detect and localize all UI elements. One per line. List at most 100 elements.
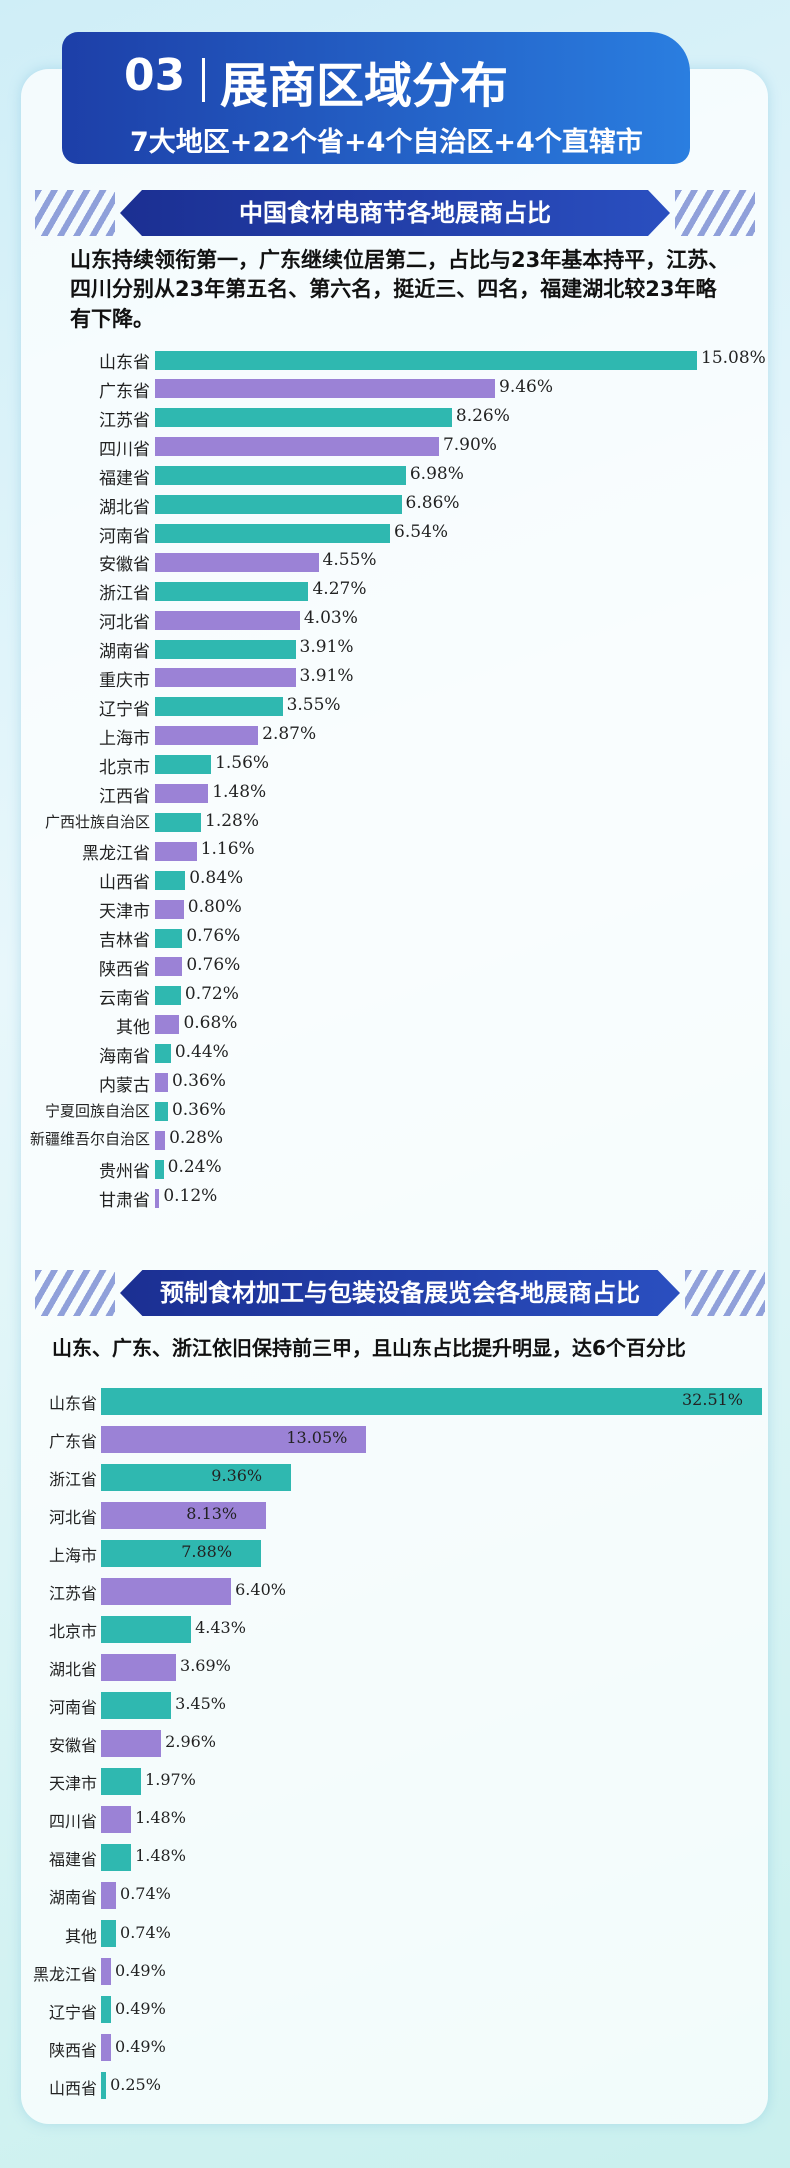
chart-title: 中国食材电商节各地展商占比 [120,190,670,236]
value-label: 3.45% [175,1694,226,1714]
y-tick-label: 山东省 [99,353,150,374]
y-tick-label: 湖北省 [99,497,150,518]
y-tick-label: 山西省 [48,2078,97,2098]
chart-subtitle: 山东、广东、浙江依旧保持前三甲，且山东占比提升明显，达6个百分比 [52,1336,686,1360]
value-label: 3.55% [286,694,341,715]
value-label: 6.86% [405,492,460,513]
value-label: 4.03% [303,608,358,629]
bar [155,841,197,861]
bar [101,1463,292,1491]
value-label: 0.80% [187,897,242,918]
bar [155,1101,168,1121]
bar [101,1920,117,1948]
y-tick-label: 新疆维吾尔自治区 [29,1130,150,1149]
bar [101,1425,367,1453]
bar [155,755,212,775]
y-tick-label: 福建省 [48,1850,97,1870]
decor [35,1270,115,1316]
bar [155,408,452,428]
y-tick-label: 宁夏回族自治区 [44,1101,150,1120]
bar [155,1015,180,1035]
bar [155,957,183,977]
decor [685,1270,765,1316]
value-label: 0.84% [189,868,244,889]
y-tick-label: 广西壮族自治区 [44,812,150,831]
value-label: 1.48% [135,1808,186,1828]
bar [155,466,406,486]
y-tick-label: 山西省 [99,873,150,894]
value-label: 0.49% [114,2036,166,2056]
y-tick-label: 北京市 [99,757,150,778]
bar [155,379,495,399]
value-label: 7.88% [181,1542,233,1561]
bar [101,2034,111,2062]
bar [155,552,319,572]
value-label: 9.36% [211,1465,263,1485]
bar [155,581,309,601]
value-label: 0.76% [186,926,241,947]
value-label: 0.74% [120,1922,171,1942]
y-tick-label: 浙江省 [48,1469,97,1489]
bar [155,1130,166,1150]
bar [155,899,184,919]
chart-subtitle: 山东持续领衔第一，广东继续位居第二，占比与23年基本持平，江苏、四川分别从23年… [70,248,730,331]
bar [101,1958,111,1986]
bar [101,1539,262,1567]
y-tick-label: 辽宁省 [48,2002,97,2022]
bar [101,1844,132,1872]
y-tick-label: 黑龙江省 [82,844,150,865]
y-tick-label: 湖北省 [48,1660,97,1680]
decor [35,190,115,236]
y-tick-label: 陕西省 [99,960,150,980]
y-tick-label: 广东省 [99,382,150,402]
value-label: 2.87% [262,723,317,744]
header: 03 展商区域分布 7大地区+22个省+4个自治区+4个直辖市 [62,32,690,164]
bar [101,1653,177,1681]
bar [155,726,259,746]
value-label: 0.25% [110,2074,161,2094]
y-tick-label: 陕西省 [48,2040,97,2060]
bar [155,495,402,514]
y-tick-label: 上海市 [48,1546,97,1565]
value-label: 0.72% [184,983,239,1004]
value-label: 1.16% [200,839,255,860]
bar [155,1188,160,1208]
value-label: 0.44% [174,1041,229,1062]
y-tick-label: 辽宁省 [99,699,150,720]
value-label: 1.56% [215,752,270,773]
bar [101,1806,132,1834]
section-title: 展商区域分布 [220,58,509,114]
value-label: 2.96% [165,1732,216,1752]
bar [155,1044,171,1064]
y-tick-label: 安徽省 [99,555,150,576]
bar [155,523,391,543]
value-label: 0.49% [114,1960,166,1980]
bar [155,928,183,948]
value-label: 0.49% [114,1998,166,2018]
bar [101,1387,762,1415]
value-label: 0.24% [167,1157,222,1178]
value-label: 0.74% [120,1884,171,1904]
bar [101,1615,192,1643]
bar [155,610,300,630]
bar [101,1501,267,1529]
value-label: 0.36% [171,1099,226,1120]
bar [155,1159,164,1179]
y-tick-label: 湖南省 [99,642,150,663]
value-label: 6.54% [394,521,449,542]
bar [101,1996,111,2024]
value-label: 6.40% [235,1580,286,1600]
value-label: 32.51% [682,1389,744,1409]
bar [155,350,697,370]
bar [155,1073,168,1092]
value-label: 9.46% [499,377,554,397]
bar [155,784,209,803]
y-tick-label: 天津市 [48,1774,97,1794]
value-label: 8.13% [186,1503,238,1523]
value-label: 0.36% [171,1070,226,1091]
decor [675,190,755,236]
bar [155,668,296,688]
y-tick-label: 山东省 [48,1393,97,1413]
bar [155,870,186,890]
